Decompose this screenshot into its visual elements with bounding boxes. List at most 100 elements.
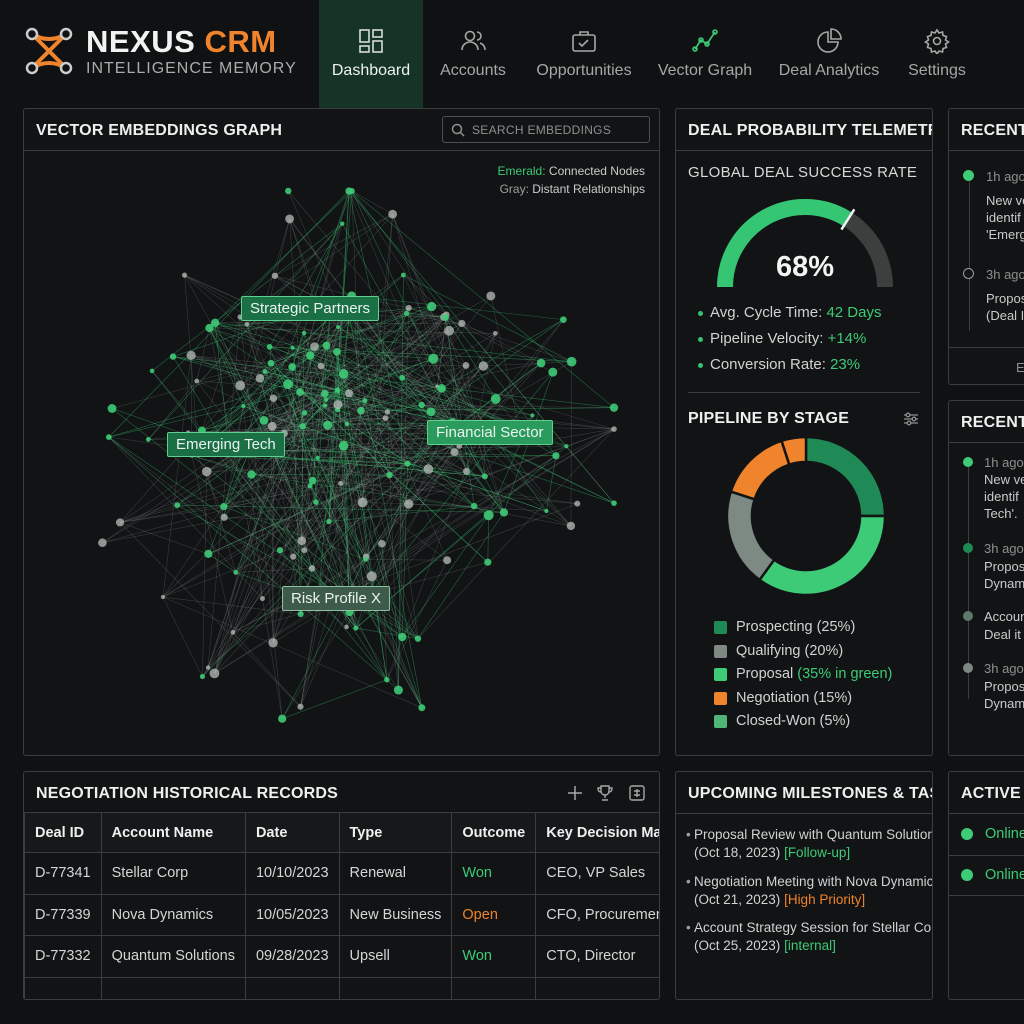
graph-node[interactable] (566, 356, 577, 367)
slice-qualifying[interactable] (725, 490, 777, 582)
graph-node[interactable] (481, 473, 488, 480)
timeline-text[interactable]: Propos (984, 679, 1024, 694)
column-header[interactable]: Account Name (100, 812, 246, 853)
graph-node[interactable] (386, 471, 393, 479)
graph-node[interactable] (414, 635, 422, 642)
milestone-item[interactable]: Account Strategy Session for Stellar Cor… (686, 919, 932, 955)
nav-vector-graph[interactable]: Vector Graph (655, 0, 755, 108)
network-graph-canvas[interactable] (24, 151, 659, 756)
graph-node[interactable] (574, 500, 581, 507)
timeline-text[interactable]: Tech'. (984, 506, 1018, 521)
graph-node[interactable] (530, 413, 535, 418)
graph-node[interactable] (266, 343, 273, 350)
graph-node[interactable] (418, 704, 426, 712)
graph-node[interactable] (326, 518, 332, 525)
graph-node[interactable] (305, 351, 315, 360)
graph-node[interactable] (566, 521, 576, 531)
graph-node[interactable] (308, 476, 317, 485)
graph-node[interactable] (199, 673, 206, 680)
graph-node[interactable] (338, 440, 349, 451)
graph-node[interactable] (276, 547, 284, 554)
graph-node[interactable] (285, 214, 295, 224)
graph-node[interactable] (220, 513, 228, 521)
graph-node[interactable] (169, 353, 177, 360)
graph-node[interactable] (552, 452, 560, 460)
column-header[interactable]: Deal ID (24, 812, 102, 853)
graph-node[interactable] (345, 389, 354, 398)
graph-node[interactable] (98, 538, 107, 548)
graph-node[interactable] (611, 426, 617, 432)
graph-node[interactable] (483, 510, 494, 521)
graph-node[interactable] (323, 397, 329, 403)
graph-node[interactable] (393, 685, 403, 695)
graph-node[interactable] (186, 350, 196, 360)
graph-node[interactable] (259, 415, 269, 425)
graph-node[interactable] (340, 221, 345, 226)
slice-proposal[interactable] (757, 514, 887, 597)
timeline-text[interactable]: Accoun (984, 609, 1024, 624)
graph-node[interactable] (338, 480, 344, 486)
timeline-text[interactable]: identif (984, 489, 1019, 504)
view-all-link[interactable]: E (1016, 360, 1024, 375)
column-header[interactable]: Type (338, 812, 453, 853)
graph-node[interactable] (399, 374, 406, 381)
graph-node[interactable] (321, 389, 329, 398)
graph-node[interactable] (560, 316, 567, 323)
graph-node[interactable] (301, 410, 308, 416)
graph-node[interactable] (271, 272, 279, 279)
graph-node[interactable] (267, 421, 277, 431)
graph-node[interactable] (462, 362, 470, 369)
graph-node[interactable] (301, 547, 308, 554)
graph-node[interactable] (301, 330, 307, 336)
column-header[interactable]: Key Decision Makers (535, 812, 659, 853)
graph-node[interactable] (317, 362, 325, 370)
graph-node[interactable] (297, 703, 304, 710)
graph-node[interactable] (611, 500, 617, 506)
graph-node[interactable] (205, 665, 211, 670)
graph-node[interactable] (181, 272, 188, 278)
graph-node[interactable] (427, 301, 437, 312)
graph-node[interactable] (307, 483, 313, 489)
filter-settings-icon[interactable] (903, 411, 919, 427)
graph-node[interactable] (310, 342, 319, 352)
graph-node[interactable] (357, 497, 368, 508)
nav-settings[interactable]: Settings (902, 0, 972, 108)
graph-node[interactable] (210, 318, 220, 328)
graph-node[interactable] (384, 677, 390, 683)
graph-node[interactable] (230, 629, 236, 635)
graph-node[interactable] (492, 330, 498, 336)
graph-node[interactable] (288, 363, 296, 371)
timeline-text[interactable]: identif (986, 210, 1021, 225)
graph-node[interactable] (241, 403, 246, 409)
cluster-label-strategic-partners[interactable]: Strategic Partners (241, 296, 380, 321)
graph-node[interactable] (423, 464, 434, 474)
graph-node[interactable] (609, 403, 619, 412)
graph-node[interactable] (490, 394, 501, 404)
cluster-label-risk-profile-x[interactable]: Risk Profile X (282, 586, 391, 611)
graph-node[interactable] (174, 502, 181, 508)
column-header[interactable]: Outcome (451, 812, 537, 853)
graph-node[interactable] (388, 209, 398, 219)
graph-node[interactable] (405, 304, 412, 312)
graph-node[interactable] (290, 553, 297, 560)
graph-node[interactable] (362, 398, 368, 404)
milestone-item[interactable]: Proposal Review with Quantum Solutions (… (686, 826, 932, 862)
graph-node[interactable] (235, 380, 246, 391)
graph-node[interactable] (259, 596, 265, 602)
graph-node[interactable] (299, 423, 306, 430)
timeline-text[interactable]: New ve (986, 193, 1024, 208)
graph-node[interactable] (338, 369, 349, 379)
timeline-text[interactable]: Dynam (984, 696, 1024, 711)
graph-node[interactable] (323, 403, 328, 408)
graph-node[interactable] (401, 272, 406, 278)
table-row[interactable]: D-77332 Quantum Solutions 09/28/2023 Ups… (24, 935, 659, 978)
graph-node[interactable] (308, 565, 316, 572)
slice-prospecting[interactable] (804, 437, 887, 518)
graph-node[interactable] (297, 610, 304, 618)
graph-node[interactable] (444, 325, 455, 336)
graph-node[interactable] (145, 437, 151, 442)
graph-node[interactable] (564, 444, 569, 449)
graph-node[interactable] (255, 374, 265, 383)
graph-node[interactable] (336, 325, 341, 330)
graph-node[interactable] (363, 557, 368, 562)
